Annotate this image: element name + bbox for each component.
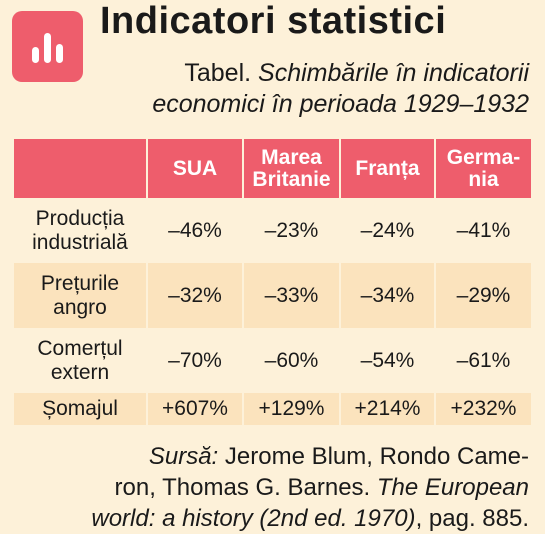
column-header-text: Germa- [446,145,521,169]
table-cell: –34% [341,263,436,328]
statistics-table: SUA Marea Britanie Franța Germa-nia Produ… [14,139,531,425]
row-label-text: Șomajul [42,397,118,420]
table-cell: –61% [436,328,531,393]
column-header-germania: Germa-nia [436,139,531,198]
table-cell: +129% [244,393,341,425]
source-text: Jerome Blum, Rondo Came- [218,443,529,470]
caption-label: Tabel. [184,59,252,87]
table-row: Șomajul +607% +129% +214% +232% [14,393,531,425]
table-row: Prețurile angro –32% –33% –34% –29% [14,263,531,328]
table-cell: –32% [148,263,244,328]
caption-text-1: Schimbările în indicatorii [258,59,529,87]
row-label: Șomajul [14,393,148,425]
table-cell: +214% [341,393,436,425]
column-header-text: Marea [261,145,322,169]
column-header-sua: SUA [148,139,244,198]
column-header-franta: Franța [341,139,436,198]
row-label: Producția industrială [14,198,148,263]
column-header-text: Franța [355,156,420,180]
row-label-text: Prețurile [40,271,120,295]
table-cell: –33% [244,263,341,328]
table-cell: –41% [436,198,531,263]
source-book-title: The European [376,474,529,501]
row-label-text: industrială [32,230,128,254]
column-header-text: Britanie [252,167,331,191]
column-header-marea-britanie: Marea Britanie [244,139,341,198]
source-citation: Sursă: Jerome Blum, Rondo Came- ron, Tho… [91,441,529,534]
table-cell: –46% [148,198,244,263]
table-cell: –23% [244,198,341,263]
table-cell: +607% [148,393,244,425]
table-header-row: SUA Marea Britanie Franța Germa-nia [14,139,531,198]
row-label: Prețurile angro [14,263,148,328]
row-label-text: angro [53,295,107,319]
table-cell: –54% [341,328,436,393]
page-title: Indicatori statistici [100,0,447,42]
source-line-2: ron, Thomas G. Barnes. The European [91,472,529,503]
table-cell: +232% [436,393,531,425]
table-caption: Tabel. Schimbările în indicatorii econom… [152,58,529,120]
bar-chart-icon [32,33,63,63]
table-cell: –70% [148,328,244,393]
table-row: Comerțul extern –70% –60% –54% –61% [14,328,531,393]
row-label-text: extern [50,360,110,384]
row-label-text: Comerțul [37,336,123,360]
column-header-text: SUA [172,156,218,180]
bar-chart-icon-box [12,11,83,82]
caption-text-2: economici în perioada 1929–1932 [152,90,529,118]
source-line-1: Sursă: Jerome Blum, Rondo Came- [91,441,529,472]
table-cell: –24% [341,198,436,263]
row-label: Comerțul extern [14,328,148,393]
row-label-text: Producția [35,206,125,230]
table-cell: –60% [244,328,341,393]
source-line-3: world: a history (2nd ed. 1970), pag. 88… [91,503,529,534]
source-book-title: world: a history (2nd ed. 1970) [91,505,416,532]
column-header-text: nia [468,167,499,191]
source-text: ron, Thomas G. Barnes. [114,474,377,501]
source-label: Sursă: [148,443,219,470]
table-row: Producția industrială –46% –23% –24% –41% [14,198,531,263]
caption-line-1: Tabel. Schimbările în indicatorii [152,58,529,89]
header-corner [14,139,148,198]
source-text: , pag. 885. [415,505,529,532]
table-cell: –29% [436,263,531,328]
